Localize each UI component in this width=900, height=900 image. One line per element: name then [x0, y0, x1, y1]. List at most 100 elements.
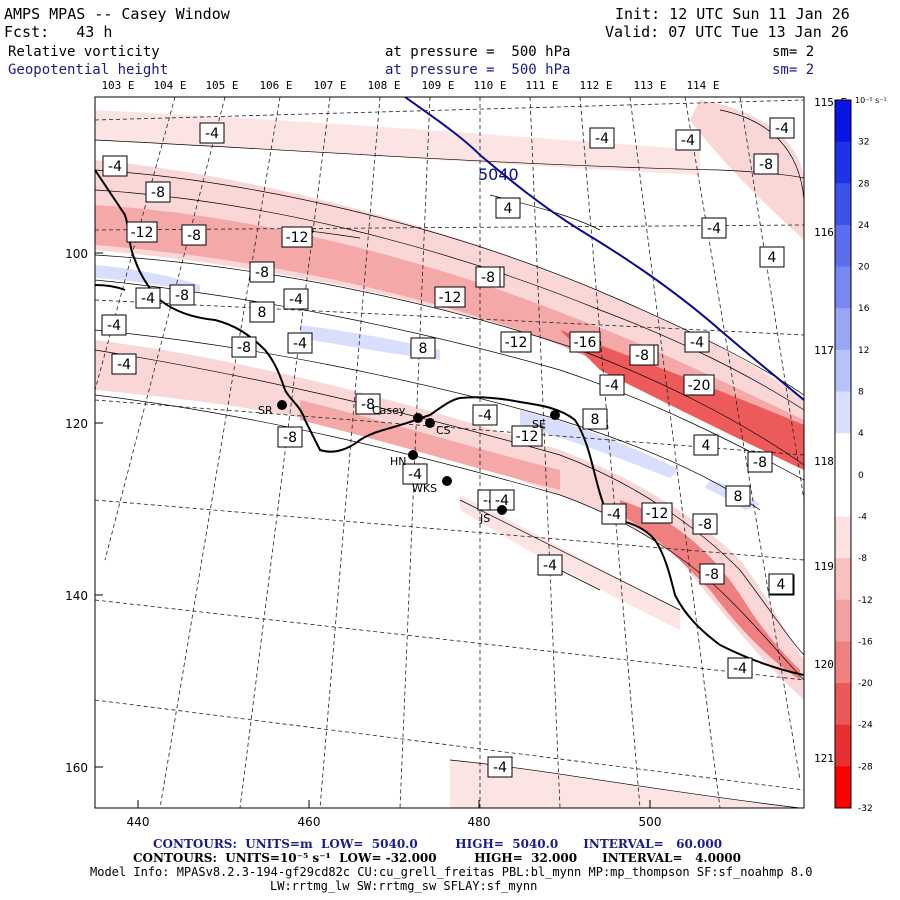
- footer-height-contours: CONTOURS: UNITS=m LOW= 5040.0 HIGH= 5040…: [153, 837, 723, 851]
- lon-label-top: 107 E: [313, 79, 346, 92]
- field-vorticity-label: Relative vorticity: [8, 44, 160, 60]
- contour-label-text: -12: [131, 225, 154, 241]
- station-label-casey: Casey: [372, 404, 406, 417]
- contour-label-box: [135, 287, 161, 309]
- x-tick-label: 460: [298, 815, 321, 829]
- colorbar-segment: [835, 641, 851, 684]
- colorbar-label: -20: [858, 679, 873, 689]
- contour-label-box: [589, 127, 615, 149]
- contour-label: -4: [135, 287, 161, 309]
- contour-label-text: 4: [777, 577, 786, 593]
- contour-label: -8: [629, 344, 655, 366]
- contour-label: -4: [102, 155, 128, 177]
- contour-label: -4: [487, 756, 513, 778]
- contour-label-box: [768, 573, 794, 595]
- contour-label-box: [111, 353, 137, 375]
- lon-label-top: 105 E: [205, 79, 238, 92]
- shade-positive-2: [300, 325, 440, 360]
- colorbar-segment: [835, 349, 851, 393]
- contour-label-box: [701, 217, 727, 239]
- contour-label: -12: [434, 286, 466, 308]
- colorbar-label: -4: [858, 512, 867, 522]
- contour-label-text: -4: [293, 336, 307, 352]
- contour-label-text: -4: [408, 467, 422, 483]
- contour-label-box: [101, 314, 127, 336]
- contour-label-text: -8: [753, 455, 767, 471]
- shade-positive-3: [520, 410, 680, 478]
- contour-label-box: [231, 336, 257, 358]
- colorbar-segment: [835, 100, 851, 143]
- contour-label: 8: [725, 485, 751, 507]
- contour-label: 4: [495, 197, 521, 219]
- contour-label-box: [102, 155, 128, 177]
- height-contour: 5040: [404, 97, 804, 401]
- contour-label-text: -8: [759, 157, 773, 173]
- contour-label-text: 8: [734, 489, 743, 505]
- contour-label-box: [747, 451, 773, 473]
- contour-label-text: 8: [591, 412, 600, 428]
- colorbar-label: 24: [858, 221, 870, 231]
- contour-label-text: -12: [505, 335, 528, 351]
- plot-frame: [94, 96, 805, 809]
- contour-label: -8: [249, 261, 275, 283]
- x-tick-label: 440: [127, 815, 150, 829]
- colorbar-label: 28: [858, 179, 870, 189]
- contour-label: -8: [277, 426, 303, 448]
- shade-band-max: [560, 330, 804, 470]
- contour-label-text: -12: [516, 429, 539, 445]
- contour-label-box: [769, 117, 795, 139]
- contour-label-text: -8: [283, 430, 297, 446]
- lon-label-top: 106 E: [259, 79, 292, 92]
- contour-label-box: [675, 129, 701, 151]
- station-label-se: SE: [532, 418, 546, 431]
- contour-label: -4: [675, 129, 701, 151]
- lon-label-top: 112 E: [579, 79, 612, 92]
- y-tick-label: 140: [65, 589, 88, 603]
- colorbar-segment: [835, 724, 851, 767]
- footer-model-info: Model Info: MPASv8.2.3-194-gf29cd82c CU:…: [90, 865, 813, 879]
- contour-label-text: -4: [681, 133, 695, 149]
- contour-label-text: -8: [635, 348, 649, 364]
- contour-label-box: [699, 563, 725, 585]
- colorbar-label: 8: [858, 388, 864, 398]
- contour-label-text: -4: [141, 291, 155, 307]
- contour-label-box: [759, 246, 785, 268]
- colorbar-segment: [835, 683, 851, 726]
- colorbar-label: 20: [858, 263, 870, 273]
- lon-label-top: 103 E: [101, 79, 134, 92]
- contour-label-box: [249, 261, 275, 283]
- contour-label-text: -8: [698, 517, 712, 533]
- contour-label-text: -4: [117, 357, 131, 373]
- contour-label-box: [582, 408, 608, 430]
- station-dot-hn: [408, 450, 418, 460]
- colorbar-label: -12: [858, 596, 873, 606]
- valid-time: Valid: 07 UTC Tue 13 Jan 26: [605, 23, 849, 41]
- map-title: AMPS MPAS -- Casey Window: [4, 5, 230, 23]
- contour-label: -4: [701, 217, 727, 239]
- contour-label: -12: [500, 331, 532, 353]
- contour-label-text: 4: [702, 438, 711, 454]
- contour-label: 8: [410, 337, 436, 359]
- station-label-js: JS: [479, 512, 490, 525]
- contour-label-box: [692, 513, 718, 535]
- stations-layer: SR Casey CS HN WKS JS SE: [258, 400, 560, 525]
- shade-band-top: [95, 110, 700, 175]
- contour-label-box: [181, 224, 207, 246]
- colorbar-label: 4: [858, 429, 864, 439]
- x-tick-label: 480: [468, 815, 491, 829]
- contour-label-text: 4: [768, 250, 777, 266]
- init-time: Init: 12 UTC Sun 11 Jan 26: [615, 5, 850, 23]
- contour-label-text: 8: [419, 341, 428, 357]
- colorbar-label: -8: [858, 554, 867, 564]
- contour-label: 4: [693, 434, 719, 456]
- contour-label-box: [693, 434, 719, 456]
- axis-ticks: 103 E 104 E 105 E 106 E 107 E 108 E 109 E 110 E…: [65, 79, 847, 829]
- contour-label: -8: [145, 181, 171, 203]
- contour-label: -4: [101, 314, 127, 336]
- lon-label-top: 111 E: [525, 79, 558, 92]
- contour-label-text: -4: [478, 408, 492, 424]
- lon-label-top: 108 E: [367, 79, 400, 92]
- pressure-level-2: at pressure = 500 hPa: [385, 62, 571, 78]
- contour-label-box: [599, 374, 625, 396]
- contour-label: -4: [589, 127, 615, 149]
